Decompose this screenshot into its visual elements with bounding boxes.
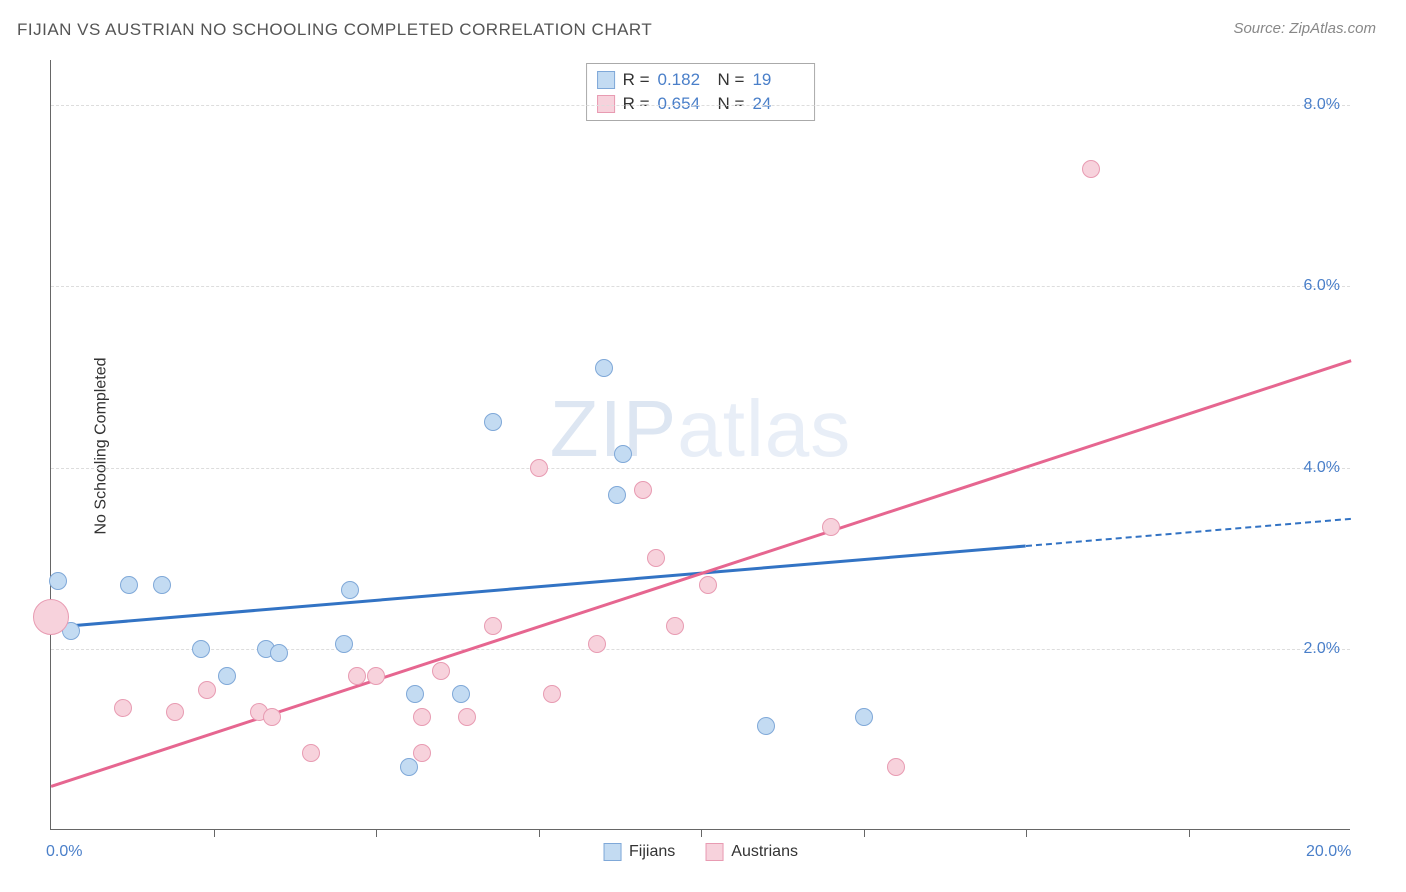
data-point (666, 617, 684, 635)
data-point (166, 703, 184, 721)
data-point (263, 708, 281, 726)
swatch-austrians (597, 95, 615, 113)
y-tick-label: 2.0% (1304, 640, 1340, 658)
data-point (413, 708, 431, 726)
y-tick-label: 4.0% (1304, 459, 1340, 477)
x-tick (539, 829, 540, 837)
source-attribution: Source: ZipAtlas.com (1233, 20, 1376, 37)
trend-line (51, 359, 1352, 787)
data-point (530, 459, 548, 477)
r-value-fijians: 0.182 (658, 70, 710, 90)
data-point (432, 662, 450, 680)
y-tick-label: 6.0% (1304, 277, 1340, 295)
data-point (218, 667, 236, 685)
stats-row-fijians: R = 0.182 N = 19 (597, 68, 805, 92)
grid-line (51, 286, 1350, 287)
x-tick-label: 0.0% (46, 843, 82, 861)
n-value-fijians: 19 (752, 70, 804, 90)
legend-swatch-fijians (603, 843, 621, 861)
data-point (153, 576, 171, 594)
data-point (335, 635, 353, 653)
data-point (543, 685, 561, 703)
grid-line (51, 468, 1350, 469)
x-tick (864, 829, 865, 837)
data-point (192, 640, 210, 658)
data-point (458, 708, 476, 726)
x-tick (1189, 829, 1190, 837)
stats-legend-box: R = 0.182 N = 19 R = 0.654 N = 24 (586, 63, 816, 121)
plot-area: ZIPatlas R = 0.182 N = 19 R = 0.654 N = … (50, 60, 1350, 830)
data-point (1082, 160, 1100, 178)
grid-line (51, 105, 1350, 106)
data-point (114, 699, 132, 717)
x-tick-label: 20.0% (1306, 843, 1351, 861)
data-point (406, 685, 424, 703)
legend-label-fijians: Fijians (629, 843, 675, 861)
data-point (647, 549, 665, 567)
data-point (341, 581, 359, 599)
legend-item-fijians: Fijians (603, 843, 675, 861)
data-point (614, 445, 632, 463)
data-point (270, 644, 288, 662)
data-point (367, 667, 385, 685)
r-value-austrians: 0.654 (658, 94, 710, 114)
data-point (348, 667, 366, 685)
data-point (49, 572, 67, 590)
data-point (588, 635, 606, 653)
data-point (757, 717, 775, 735)
data-point (33, 599, 69, 635)
data-point (484, 617, 502, 635)
data-point (484, 413, 502, 431)
trend-line (1026, 517, 1351, 546)
y-tick-label: 8.0% (1304, 96, 1340, 114)
legend-swatch-austrians (705, 843, 723, 861)
legend-item-austrians: Austrians (705, 843, 798, 861)
data-point (595, 359, 613, 377)
data-point (634, 481, 652, 499)
stats-row-austrians: R = 0.654 N = 24 (597, 92, 805, 116)
swatch-fijians (597, 71, 615, 89)
data-point (855, 708, 873, 726)
x-tick (214, 829, 215, 837)
data-point (699, 576, 717, 594)
grid-line (51, 649, 1350, 650)
chart-title: FIJIAN VS AUSTRIAN NO SCHOOLING COMPLETE… (17, 20, 652, 40)
data-point (302, 744, 320, 762)
legend-bottom: Fijians Austrians (603, 843, 798, 861)
data-point (198, 681, 216, 699)
trend-line (51, 545, 1026, 629)
data-point (120, 576, 138, 594)
data-point (400, 758, 418, 776)
chart-container: FIJIAN VS AUSTRIAN NO SCHOOLING COMPLETE… (0, 0, 1406, 892)
x-tick (701, 829, 702, 837)
watermark: ZIPatlas (550, 383, 851, 475)
data-point (822, 518, 840, 536)
x-tick (1026, 829, 1027, 837)
data-point (452, 685, 470, 703)
n-value-austrians: 24 (752, 94, 804, 114)
data-point (413, 744, 431, 762)
data-point (608, 486, 626, 504)
x-tick (376, 829, 377, 837)
legend-label-austrians: Austrians (731, 843, 798, 861)
data-point (887, 758, 905, 776)
